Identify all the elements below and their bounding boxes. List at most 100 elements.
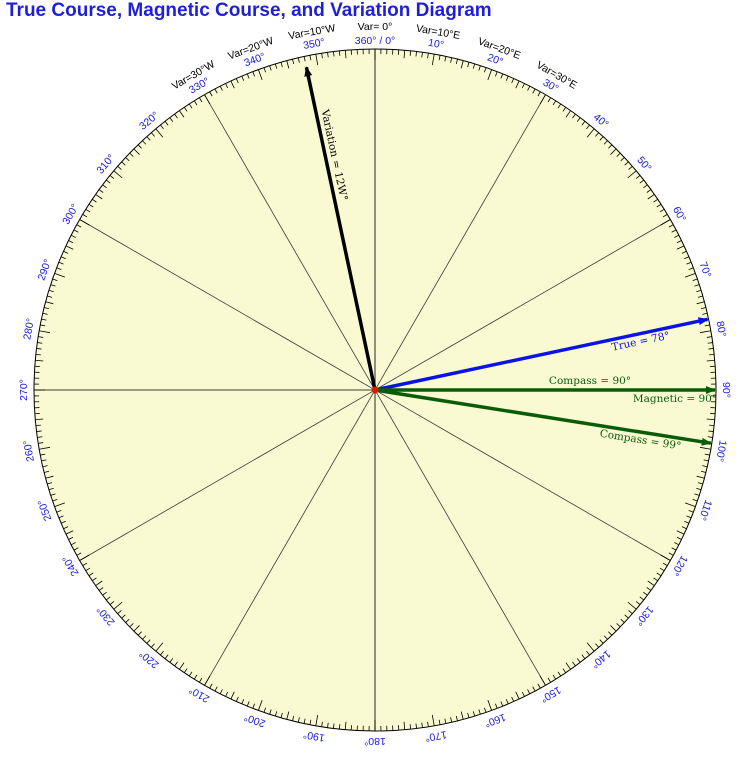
- tick-mark: [297, 57, 300, 63]
- tick-mark: [421, 722, 423, 728]
- tick-mark: [646, 587, 652, 591]
- degree-label-60: 60°: [670, 205, 688, 225]
- tick-mark: [704, 324, 710, 327]
- tick-mark: [338, 724, 341, 730]
- tick-mark: [662, 214, 668, 218]
- tick-mark: [438, 719, 441, 725]
- tick-mark: [676, 240, 682, 244]
- tick-mark: [169, 658, 174, 663]
- tick-mark: [467, 62, 470, 68]
- tick-mark: [297, 717, 300, 723]
- tick-mark: [616, 623, 621, 628]
- tick-mark: [532, 88, 536, 94]
- tick-mark: [230, 691, 235, 700]
- tick-mark: [692, 499, 698, 502]
- tick-mark: [309, 55, 312, 61]
- tick-mark: [344, 50, 347, 59]
- tick-mark: [88, 572, 94, 577]
- tick-mark: [309, 719, 312, 725]
- tick-mark: [45, 301, 54, 305]
- tick-mark: [539, 675, 546, 686]
- tick-mark: [241, 75, 245, 81]
- tick-mark: [676, 245, 685, 250]
- tick-mark: [706, 418, 715, 421]
- tick-mark: [500, 701, 504, 707]
- tick-mark: [676, 536, 682, 540]
- degree-label-100: 100°: [713, 439, 729, 462]
- magnetic-vector-label: Magnetic = 90°: [633, 393, 717, 405]
- tick-mark: [39, 330, 51, 334]
- tick-mark: [35, 353, 41, 356]
- tick-mark: [692, 278, 698, 281]
- tick-mark: [511, 78, 515, 84]
- tick-mark: [106, 179, 111, 184]
- tick-mark: [109, 175, 115, 179]
- tick-mark: [703, 459, 709, 462]
- tick-mark: [403, 50, 406, 59]
- tick-mark: [263, 707, 266, 713]
- tick-mark: [44, 470, 50, 473]
- tick-mark: [155, 642, 164, 652]
- tick-mark: [179, 662, 185, 670]
- tick-mark: [653, 577, 658, 582]
- tick-mark: [241, 699, 245, 705]
- tick-mark: [674, 542, 680, 546]
- tick-mark: [686, 261, 692, 265]
- tick-mark: [60, 256, 66, 260]
- tick-mark: [572, 661, 576, 667]
- tick-mark: [505, 699, 509, 705]
- tick-mark: [547, 677, 551, 683]
- tick-mark: [610, 148, 617, 155]
- tick-mark: [199, 677, 203, 683]
- tick-mark: [562, 668, 567, 673]
- tick-mark: [164, 121, 169, 126]
- tick-mark: [65, 245, 74, 250]
- tick-mark: [85, 208, 91, 213]
- tick-mark: [92, 198, 97, 203]
- tick-mark: [696, 487, 702, 491]
- compass-vector-line: [374, 388, 712, 446]
- tick-mark: [40, 453, 46, 456]
- tick-mark: [688, 267, 694, 270]
- tick-mark: [146, 639, 151, 644]
- tick-mark: [576, 658, 581, 663]
- tick-mark: [257, 69, 263, 81]
- tick-mark: [586, 650, 590, 656]
- tick-mark: [659, 208, 665, 213]
- degree-label-110: 110°: [696, 498, 714, 522]
- tick-mark: [150, 643, 155, 648]
- tick-mark: [586, 124, 590, 130]
- tick-mark: [286, 60, 290, 69]
- tick-mark: [515, 691, 520, 700]
- tick-mark: [608, 631, 613, 636]
- tick-mark: [707, 436, 713, 438]
- tick-mark: [47, 295, 53, 298]
- degree-label-280: 280°: [21, 317, 37, 340]
- tick-mark: [129, 152, 134, 157]
- tick-mark: [521, 83, 525, 89]
- variation-vector-line: [304, 66, 377, 391]
- tick-mark: [702, 465, 708, 468]
- tick-mark: [225, 83, 229, 89]
- tick-mark: [581, 121, 586, 126]
- tick-mark: [639, 596, 644, 601]
- tick-mark: [35, 424, 41, 427]
- tick-mark: [121, 161, 126, 166]
- tick-mark: [532, 686, 536, 692]
- degree-label-190: 190°: [302, 728, 325, 744]
- tick-mark: [537, 683, 541, 689]
- tick-mark: [646, 189, 652, 193]
- tick-mark: [427, 721, 429, 727]
- tick-mark: [438, 55, 441, 61]
- tick-mark: [280, 62, 283, 68]
- tick-mark: [303, 718, 306, 724]
- tick-mark: [235, 78, 239, 84]
- tick-mark: [603, 635, 608, 640]
- tick-mark: [572, 113, 576, 119]
- tick-mark: [620, 157, 625, 162]
- degree-label-80: 80°: [714, 320, 729, 338]
- tick-mark: [48, 289, 54, 293]
- tick-mark: [521, 691, 525, 697]
- tick-mark: [137, 631, 142, 636]
- tick-mark: [142, 635, 147, 640]
